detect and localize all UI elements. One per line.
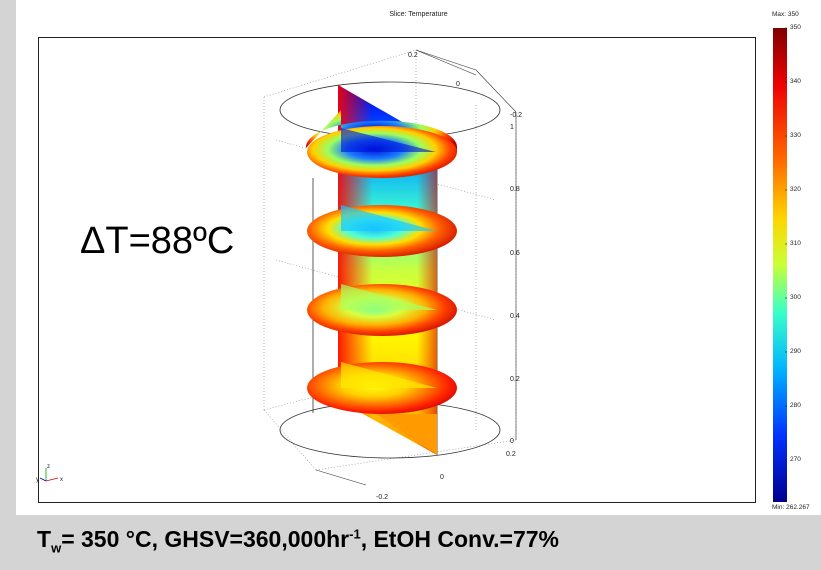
plot-title: Slice: Temperature: [389, 11, 448, 18]
delta-t-annotation: ΔT=88ºC: [80, 220, 235, 262]
z-tick-label: 0: [510, 438, 514, 445]
triad-z-label: z: [47, 464, 50, 470]
colorbar-min-label: Min: 262.267: [772, 504, 810, 511]
colorbar-tick-label: 320: [790, 186, 801, 193]
colorbar-tick-label: 270: [790, 456, 801, 463]
vertical-slice-bottom: [376, 414, 437, 455]
axis-lines: [315, 49, 517, 486]
z-tick-label: 0.4: [510, 313, 520, 320]
colorbar-tick-label: 300: [790, 294, 801, 301]
top-tick-label: 0: [456, 81, 460, 88]
axis-triad: z x y: [36, 464, 63, 483]
top-tick-label: 0.2: [408, 52, 418, 59]
disc-slice-z4: [305, 110, 457, 178]
z-tick-label: 0.2: [510, 376, 520, 383]
vertical-slice: [338, 85, 437, 455]
temperature-slice-plot: 1 0.8 0.6 0.4 0.2 0 0.2 0 -0.2 0.2 0 -0.…: [36, 27, 787, 502]
top-tick-label: -0.2: [510, 112, 522, 119]
colorbar-tick-label: 280: [790, 402, 801, 409]
caption-tw: T: [37, 526, 52, 552]
z-tick-label: 1: [510, 124, 514, 131]
disc-slice-z2: [307, 284, 457, 336]
disc-slice-z3: [307, 205, 457, 257]
caption-ghsv-exponent: -1: [349, 526, 361, 542]
bottom-tick-label: -0.2: [376, 494, 388, 501]
triad-y-label: y: [36, 477, 39, 483]
bottom-tick-label: 0: [440, 474, 444, 481]
bottom-tick-label: 0.2: [506, 451, 516, 458]
colorbar-tick-label: 310: [790, 240, 801, 247]
z-tick-label: 0.8: [510, 186, 520, 193]
colorbar-tick-label: 330: [790, 132, 801, 139]
caption-conversion: , EtOH Conv.=77%: [360, 526, 560, 552]
operating-conditions-caption: Tw= 350 °C, GHSV=360,000hr-1, EtOH Conv.…: [37, 526, 559, 556]
colorbar-ticks: [785, 27, 787, 461]
disc-slice-z1: [307, 362, 457, 414]
colorbar-max-label: Max: 350: [772, 11, 799, 18]
colorbar-tick-label: 340: [790, 78, 801, 85]
triad-x-label: x: [60, 477, 63, 483]
plot-frame: [38, 37, 756, 503]
caption-tw-subscript: w: [51, 540, 62, 556]
colorbar-tick-label: 290: [790, 348, 801, 355]
z-tick-label: 0.6: [510, 250, 520, 257]
colorbar-tick-label: 350: [790, 24, 801, 31]
caption-ghsv: = 350 °C, GHSV=360,000hr: [61, 526, 350, 552]
colorbar: [773, 28, 787, 502]
